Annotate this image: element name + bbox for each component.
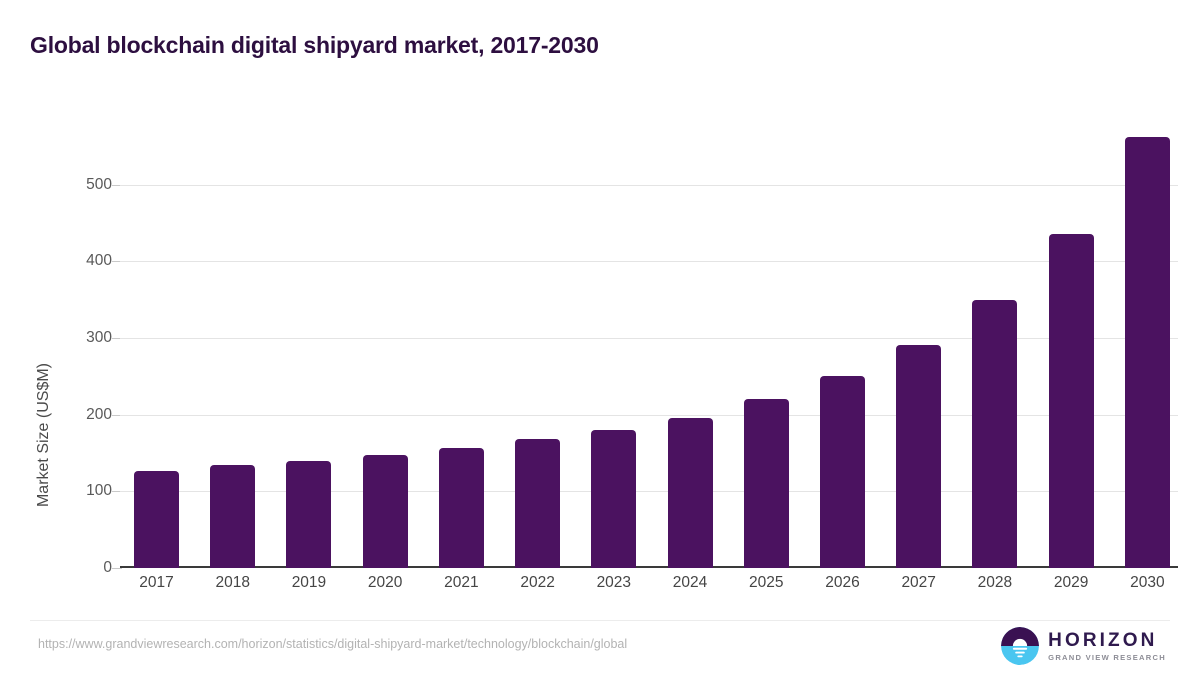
- bar-2028[interactable]: [972, 299, 1018, 568]
- x-axis-tick-2020: 2020: [367, 574, 403, 591]
- y-axis-tick-mark: [112, 338, 122, 339]
- y-axis-tick-mark: [112, 184, 122, 186]
- bar-slot: [210, 108, 256, 568]
- bar-2017[interactable]: [134, 470, 179, 568]
- bar-slot: [591, 108, 637, 568]
- bar-2024[interactable]: [667, 417, 713, 568]
- bar-slot: [438, 108, 484, 568]
- gridline: [120, 491, 1178, 493]
- y-axis-tick: 500: [86, 175, 112, 193]
- horizon-logo: HORIZON GRAND VIEW RESEARCH: [1001, 625, 1166, 667]
- y-axis-tick: 0: [103, 559, 112, 576]
- bar-2023[interactable]: [591, 430, 637, 568]
- bar-slot: [972, 108, 1018, 568]
- y-axis-tick: 200: [86, 405, 112, 423]
- x-axis-tick-2018: 2018: [215, 574, 250, 591]
- bar-2026[interactable]: [819, 376, 865, 568]
- bar-series: [120, 108, 1178, 568]
- bar-slot: [896, 108, 942, 568]
- bar-slot: [667, 108, 713, 568]
- x-axis-tick-2028: 2028: [977, 574, 1013, 591]
- x-axis-tick-2024: 2024: [672, 574, 708, 591]
- page-title: Global blockchain digital shipyard marke…: [30, 32, 599, 58]
- logo-tagline: GRAND VIEW RESEARCH: [1048, 652, 1166, 662]
- bar-2020[interactable]: [362, 455, 408, 568]
- y-axis-tick-mark: [112, 414, 122, 416]
- x-axis-tick-2023: 2023: [596, 574, 632, 591]
- horizon-logo-icon: [1001, 627, 1040, 665]
- y-axis-tick-mark: [112, 491, 122, 493]
- footer-divider: [30, 620, 1170, 621]
- source-url[interactable]: https://www.grandviewresearch.com/horizo…: [38, 637, 628, 651]
- bar-2021[interactable]: [438, 447, 484, 568]
- bar-slot: [819, 108, 865, 568]
- bar-slot: [1124, 108, 1170, 568]
- logo-wordmark: HORIZON: [1048, 629, 1158, 651]
- y-axis-tick: 300: [86, 329, 112, 346]
- x-axis-tick-2021: 2021: [444, 574, 479, 591]
- bar-2022[interactable]: [515, 439, 561, 568]
- horizon-logo-text: HORIZON GRAND VIEW RESEARCH: [1048, 631, 1166, 662]
- x-axis-tick-2025: 2025: [749, 574, 784, 591]
- gridline: [120, 184, 1178, 186]
- chart-card: Global blockchain digital shipyard marke…: [8, 8, 1192, 667]
- x-axis-tick-2027: 2027: [901, 574, 936, 591]
- bar-slot: [362, 108, 408, 568]
- gridline: [120, 261, 1178, 263]
- y-axis-tick-mark: [112, 261, 122, 263]
- bar-2030[interactable]: [1124, 137, 1170, 568]
- bar-slot: [286, 108, 332, 568]
- gridline: [120, 338, 1178, 339]
- bar-slot: [134, 108, 179, 568]
- y-axis: Market Size (US$M) 0 100 200 300 400 500: [35, 108, 122, 576]
- bar-slot: [515, 108, 561, 568]
- bar-slot: [743, 108, 789, 568]
- y-axis-tick: 400: [86, 252, 112, 270]
- bar-2025[interactable]: [743, 399, 789, 568]
- bar-2027[interactable]: [896, 344, 942, 568]
- x-axis-tick-2029: 2029: [1053, 574, 1089, 591]
- x-axis-line: [120, 566, 1178, 568]
- plot-area: [120, 108, 1178, 568]
- bar-2018[interactable]: [210, 464, 256, 568]
- y-axis-tick-mark: [112, 568, 122, 569]
- x-axis-tick-labels: 2017 2018 2019 2020 2021 2022 2023 2024 2025 2026…: [120, 574, 1178, 600]
- bar-slot: [1048, 108, 1094, 568]
- bar-2029[interactable]: [1048, 233, 1094, 568]
- y-axis-tick: 100: [86, 482, 112, 500]
- y-axis-title: Market Size (US$M): [35, 362, 52, 508]
- x-axis-tick-2017: 2017: [139, 574, 174, 591]
- x-axis-tick-2030: 2030: [1130, 574, 1165, 591]
- bar-2019[interactable]: [286, 460, 332, 568]
- x-axis-tick-2022: 2022: [520, 574, 555, 591]
- x-axis-tick-2019: 2019: [291, 574, 327, 591]
- gridline: [120, 414, 1178, 416]
- x-axis-tick-2026: 2026: [825, 574, 860, 591]
